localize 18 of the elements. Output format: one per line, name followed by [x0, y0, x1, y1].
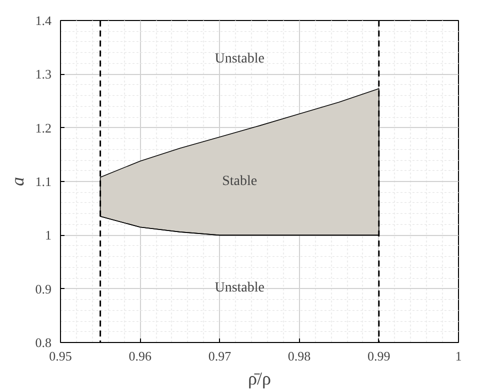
annotation: Stable: [222, 174, 258, 189]
x-tick-label: 0.97: [208, 348, 232, 364]
x-tick-label: 1: [455, 348, 462, 364]
x-tick-label: 0.95: [49, 348, 72, 364]
x-tick-label: 0.98: [288, 348, 311, 364]
y-tick-label: 1.3: [35, 66, 52, 82]
y-tick-label: 0.8: [35, 335, 52, 350]
x-tick-label: 0.96: [128, 348, 152, 364]
annotation: Unstable: [214, 280, 264, 296]
x-tick-label: 0.99: [368, 348, 390, 364]
y-axis-title: a: [7, 177, 28, 186]
y-tick-label: 1.1: [35, 174, 52, 189]
annotation: Unstable: [214, 52, 264, 67]
y-tick-label: 1: [45, 228, 52, 243]
x-axis-title: ρ̄/ρ: [248, 368, 271, 388]
y-tick-label: 1.2: [35, 120, 52, 136]
y-tick-label: 0.9: [35, 281, 52, 296]
y-tick-label: 1.4: [35, 13, 52, 28]
